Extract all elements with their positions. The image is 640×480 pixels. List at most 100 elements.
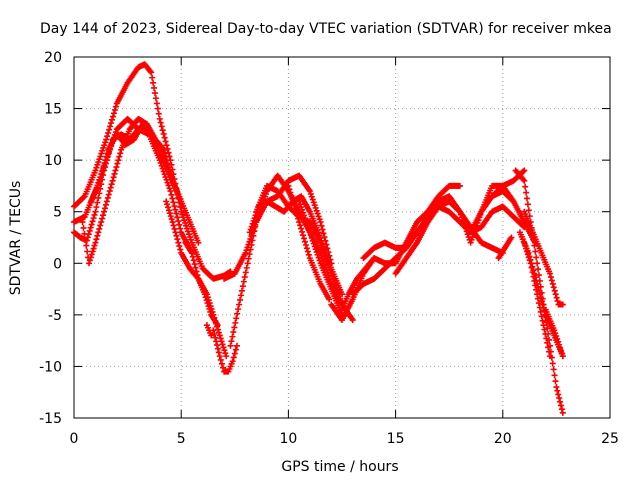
data-point <box>164 201 171 208</box>
data-point <box>250 232 257 239</box>
data-point <box>237 296 244 303</box>
data-point <box>555 338 562 345</box>
data-point <box>312 246 319 253</box>
data-point <box>110 134 117 141</box>
data-point <box>558 350 565 357</box>
data-point <box>173 188 180 195</box>
data-point <box>214 322 221 329</box>
data-point <box>318 222 325 229</box>
data-point <box>309 196 316 203</box>
data-point <box>213 338 220 345</box>
data-point <box>169 219 176 226</box>
data-point <box>524 201 531 208</box>
data-point <box>231 350 238 357</box>
data-point <box>92 167 99 174</box>
data-point <box>545 344 552 351</box>
data-point <box>239 283 246 290</box>
data-point <box>553 333 560 340</box>
data-point <box>532 248 539 255</box>
data-point <box>215 349 222 356</box>
data-point <box>100 144 107 151</box>
data-point <box>322 253 329 260</box>
data-point <box>170 199 177 206</box>
data-point <box>189 253 196 260</box>
data-point <box>100 165 107 172</box>
data-point <box>92 208 99 215</box>
data-point <box>314 251 321 258</box>
y-tick-label: 15 <box>44 102 62 118</box>
data-point <box>319 245 326 252</box>
data-point <box>166 185 173 192</box>
y-tick-labels: 20 15 10 5 0 -5 -10 -15 <box>39 50 62 427</box>
data-point <box>83 242 90 249</box>
data-point <box>211 331 218 338</box>
data-point <box>307 232 314 239</box>
data-point <box>300 232 307 239</box>
data-point <box>89 248 96 255</box>
data-point <box>295 215 302 222</box>
data-point <box>533 286 540 293</box>
data-point <box>97 174 104 181</box>
data-point <box>173 210 180 217</box>
data-point <box>248 241 255 248</box>
data-point <box>556 344 563 351</box>
data-point <box>535 266 542 273</box>
data-point <box>246 229 253 236</box>
data-point <box>101 208 108 215</box>
data-point <box>212 334 219 341</box>
data-point <box>463 228 470 235</box>
data-point <box>552 378 559 385</box>
data-point <box>311 243 318 250</box>
data-point <box>301 238 308 245</box>
data-point <box>203 297 210 304</box>
data-point <box>552 291 559 298</box>
data-point <box>309 237 316 244</box>
data-point <box>320 248 327 255</box>
data-point <box>523 189 530 196</box>
series-track-8 <box>182 239 221 329</box>
data-point <box>108 181 115 188</box>
data-point <box>298 204 305 211</box>
data-point <box>321 250 328 257</box>
data-point <box>92 188 99 195</box>
data-point <box>98 150 105 157</box>
data-point <box>163 176 170 183</box>
series-track-4 <box>88 121 185 210</box>
data-point <box>109 140 116 147</box>
data-point <box>107 145 114 152</box>
data-point <box>242 269 249 276</box>
data-point <box>293 209 300 216</box>
data-point <box>539 317 546 324</box>
series-track-17 <box>336 255 378 318</box>
data-point <box>312 204 319 211</box>
series-track-11 <box>227 172 335 349</box>
data-point <box>95 194 102 201</box>
data-point <box>332 281 339 288</box>
data-point <box>91 211 98 218</box>
data-point <box>532 282 539 289</box>
data-point <box>216 353 223 360</box>
data-point <box>316 257 323 264</box>
data-point <box>103 157 110 164</box>
data-point <box>221 347 228 354</box>
data-point <box>174 191 181 198</box>
data-point <box>110 174 117 181</box>
data-point <box>459 217 466 224</box>
data-point <box>178 203 185 210</box>
data-point <box>93 164 100 171</box>
data-point <box>557 402 564 409</box>
data-point <box>554 298 561 305</box>
data-point <box>187 236 194 243</box>
data-point <box>548 277 555 284</box>
data-point <box>205 303 212 310</box>
data-point <box>550 366 557 373</box>
data-point <box>315 254 322 261</box>
data-point <box>333 284 340 291</box>
series-track-14 <box>296 198 345 318</box>
data-point <box>160 130 167 137</box>
data-point <box>111 170 118 177</box>
data-point <box>156 115 163 122</box>
data-point <box>112 129 119 136</box>
data-point <box>300 235 307 242</box>
data-point <box>528 264 535 271</box>
